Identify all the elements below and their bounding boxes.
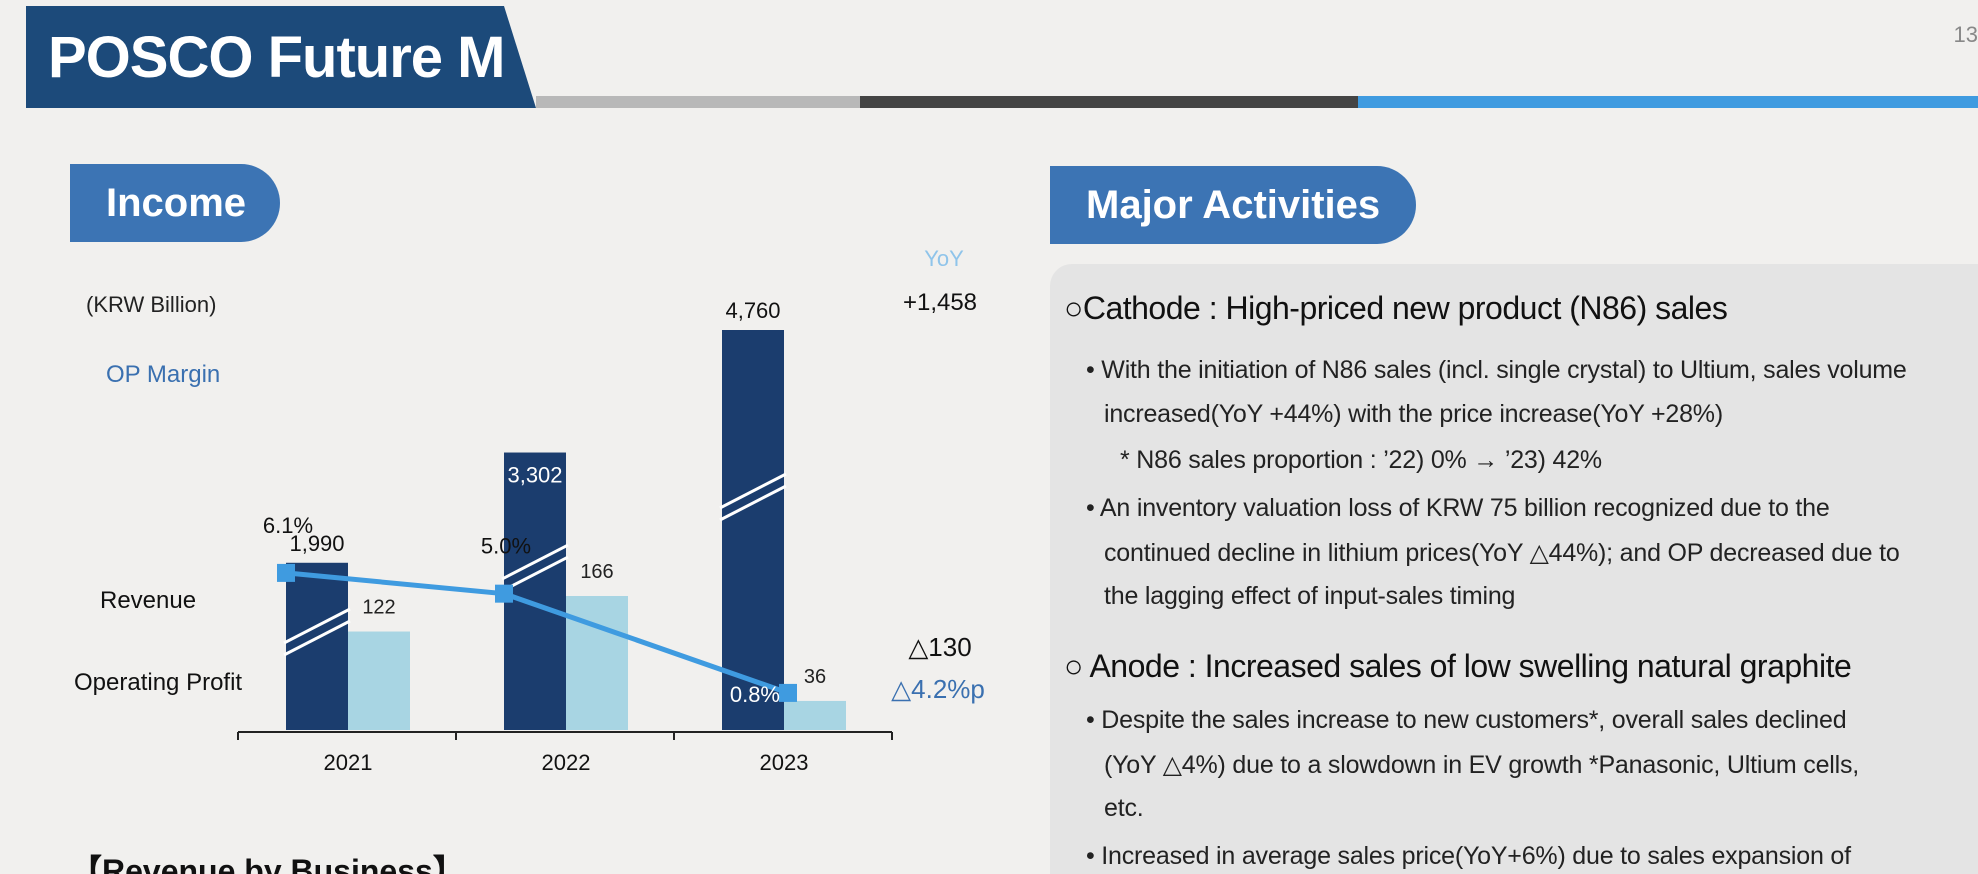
axis-break-mark: [501, 543, 569, 581]
operating-profit-value-label-2021: 122: [362, 597, 395, 619]
income-section-title: Income: [70, 164, 280, 242]
axis-break-mark: [283, 607, 351, 645]
x-tick-label-2021: 2021: [324, 750, 373, 775]
revenue-value-label-2023: 4,760: [725, 298, 780, 323]
header-rule-blue: [1358, 96, 1978, 108]
unit-label: (KRW Billion): [86, 292, 216, 317]
op-margin-point-2023: [779, 683, 797, 702]
revenue-legend-label: Revenue: [100, 587, 196, 614]
operating-profit-bar-2021: [348, 631, 410, 730]
cathode-bullet-1-note: * N86 sales proportion : ’22) 0% → ’23) …: [1120, 446, 1602, 474]
major-activities-section-title: Major Activities: [1050, 166, 1416, 244]
yoy-label: YoY: [924, 246, 964, 271]
cathode-bullet-1-line-2: increased(YoY +44%) with the price incre…: [1104, 400, 1723, 428]
axis-break-mark: [719, 484, 787, 522]
op-margin-point-2022: [495, 584, 513, 603]
cathode-bullet-2-line-1: • An inventory valuation loss of KRW 75 …: [1086, 494, 1830, 522]
op-margin-value-label-2021: 6.1%: [263, 513, 313, 538]
yoy-op-margin: △4.2%p: [891, 674, 985, 704]
title-banner: [26, 6, 536, 108]
income-chart: (KRW Billion) OP Margin Revenue Operatin…: [74, 246, 985, 775]
cathode-bullet-2-line-3: the lagging effect of input-sales timing: [1104, 582, 1516, 610]
op-margin-label: OP Margin: [106, 361, 220, 388]
revenue-bar-2021: [286, 562, 348, 730]
cathode-bullet-1-line-1: • With the initiation of N86 sales (incl…: [1086, 356, 1907, 384]
x-tick-label-2022: 2022: [542, 750, 591, 775]
operating-profit-legend-label: Operating Profit: [74, 669, 242, 696]
revenue-by-business-heading: 【Revenue by Business】: [70, 853, 465, 874]
activities-panel: [1050, 264, 1978, 874]
page-number: 13: [1953, 22, 1978, 47]
op-margin-value-label-2022: 5.0%: [481, 534, 531, 559]
axis-break-mark: [719, 472, 787, 510]
cathode-heading: ○Cathode : High-priced new product (N86)…: [1064, 290, 1728, 326]
cathode-bullet-2-line-2: continued decline in lithium prices(YoY …: [1104, 539, 1900, 567]
operating-profit-bar-2023: [784, 700, 846, 730]
operating-profit-value-label-2023: 36: [804, 666, 826, 688]
header-rule-gray: [536, 96, 860, 108]
page-title: POSCO Future M: [48, 25, 505, 90]
anode-heading: ○ Anode : Increased sales of low swellin…: [1064, 648, 1852, 684]
x-tick-label-2023: 2023: [760, 750, 809, 775]
revenue-bar-2023: [722, 330, 784, 730]
anode-bullet-2-line-1: • Increased in average sales price(YoY+6…: [1086, 842, 1851, 870]
axis-break-mark: [283, 619, 351, 657]
revenue-value-label-2022: 3,302: [507, 463, 562, 488]
anode-bullet-1-line-1: • Despite the sales increase to new cust…: [1086, 706, 1847, 734]
yoy-operating-profit: △130: [908, 632, 971, 662]
yoy-revenue: +1,458: [903, 289, 977, 316]
operating-profit-value-label-2022: 166: [580, 561, 613, 583]
op-margin-value-label-2023: 0.8%: [730, 682, 780, 707]
revenue-bar-2022: [504, 452, 566, 730]
anode-bullet-1-line-2: (YoY △4%) due to a slowdown in EV growth…: [1104, 751, 1860, 779]
op-margin-point-2021: [277, 563, 295, 582]
revenue-value-label-2021: 1,990: [289, 531, 344, 556]
anode-bullet-1-line-3: etc.: [1104, 794, 1144, 822]
header-rule-dark: [860, 96, 1358, 108]
